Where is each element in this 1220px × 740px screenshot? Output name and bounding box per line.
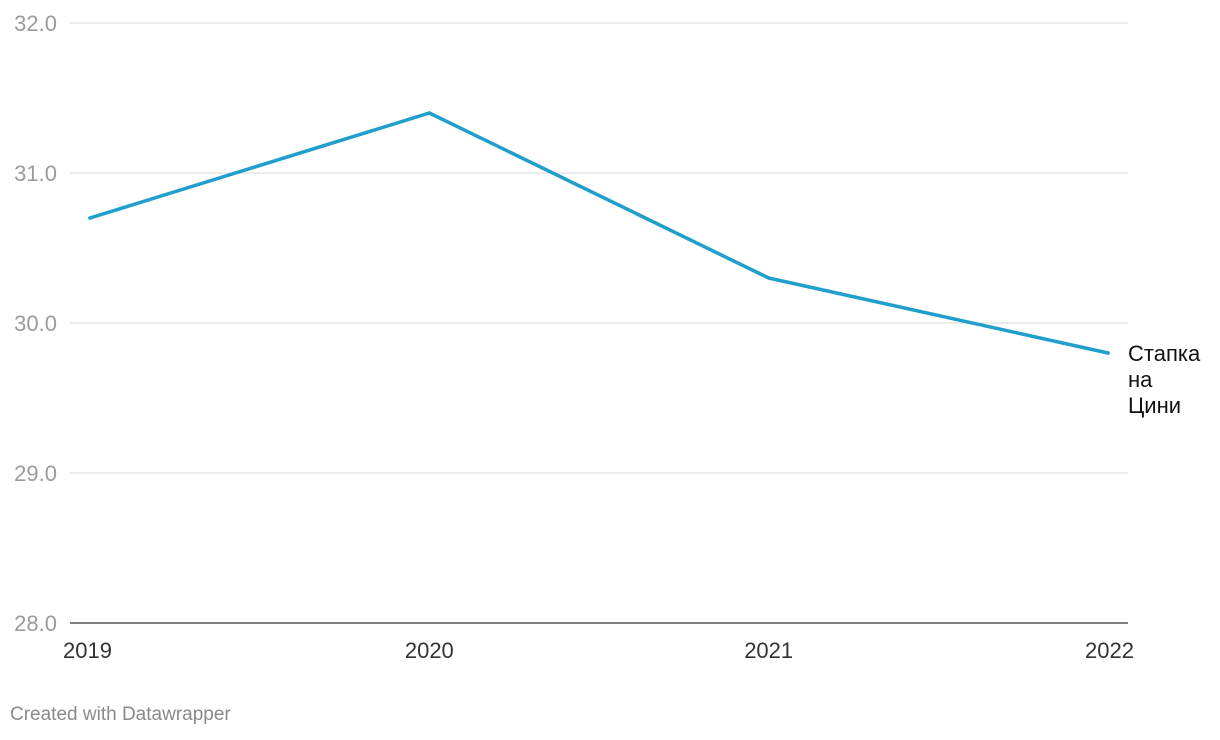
x-tick-label: 2019 (63, 638, 112, 663)
series-label: Стапка на Цини (1128, 341, 1201, 418)
y-tick-label: 29.0 (14, 461, 57, 486)
series-labels: Стапка на Цини (1128, 341, 1201, 418)
series-lines (88, 111, 1110, 355)
x-tick-label: 2022 (1085, 638, 1134, 663)
series-line (88, 111, 1110, 355)
footer-credit: Created with Datawrapper (10, 704, 231, 725)
x-axis-ticks: 2019 2020 2021 2022 (63, 638, 1134, 663)
series-label-line: Цини (1128, 393, 1181, 418)
x-tick-label: 2020 (405, 638, 454, 663)
data-point (427, 111, 432, 115)
y-tick-label: 32.0 (14, 11, 57, 36)
data-point (1106, 351, 1110, 355)
series-label-line: на (1128, 367, 1153, 392)
y-tick-label: 31.0 (14, 161, 57, 186)
data-point (88, 216, 92, 220)
y-tick-label: 30.0 (14, 311, 57, 336)
x-tick-label: 2021 (744, 638, 793, 663)
y-axis-ticks: 28.0 29.0 30.0 31.0 32.0 (14, 11, 57, 636)
data-point (766, 276, 771, 280)
gridlines (70, 22, 1128, 624)
series-label-line: Стапка (1128, 341, 1201, 366)
y-tick-label: 28.0 (14, 611, 57, 636)
